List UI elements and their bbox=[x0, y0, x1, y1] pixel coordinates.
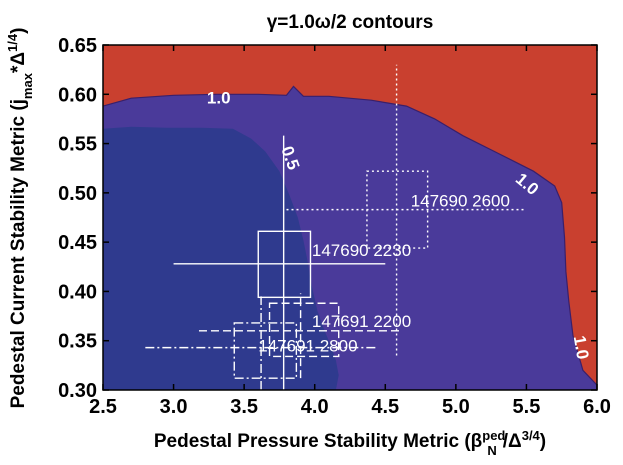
case-label: 147690 2230 bbox=[312, 241, 411, 260]
y-tick-label: 0.40 bbox=[58, 281, 97, 303]
case-marker bbox=[145, 296, 376, 390]
y-tick-label: 0.60 bbox=[58, 84, 97, 106]
stable-region bbox=[103, 126, 339, 390]
x-tick-label: 2.5 bbox=[89, 396, 117, 418]
y-tick-label: 0.35 bbox=[58, 331, 97, 353]
case-marker bbox=[286, 64, 527, 356]
x-axis-title: Pedestal Pressure Stability Metric (βped… bbox=[154, 428, 546, 458]
plot-frame bbox=[102, 44, 598, 391]
contour-line-1-0 bbox=[103, 85, 597, 386]
x-tick-label: 3.0 bbox=[160, 396, 188, 418]
x-tick-label: 3.5 bbox=[230, 396, 258, 418]
contour-level-label: 1.0 bbox=[207, 89, 231, 108]
chart-title: γ=1.0ω/2 contours bbox=[267, 12, 434, 33]
case-markers bbox=[145, 64, 527, 390]
plot-area: 147690 2600 147690 2230 147691 2200 147691 … bbox=[103, 45, 597, 390]
case-label: 147691 2800 bbox=[258, 337, 357, 356]
y-tick-label: 0.65 bbox=[58, 35, 97, 57]
case-marker bbox=[198, 293, 403, 379]
case-label: 147691 2200 bbox=[312, 312, 411, 331]
uncertainty-box bbox=[366, 170, 429, 249]
axis-ticks: 2.5 3.0 3.5 4.0 4.5 5.0 5.5 6.0 0.30 0.35 0.40 0.45… bbox=[58, 35, 611, 418]
y-tick-label: 0.50 bbox=[58, 183, 97, 205]
x-tick-label: 4.0 bbox=[301, 396, 329, 418]
x-tick-label: 4.5 bbox=[371, 396, 399, 418]
case-label: 147690 2600 bbox=[411, 192, 510, 211]
x-tick-label: 5.5 bbox=[513, 396, 541, 418]
x-tick-label: 5.0 bbox=[442, 396, 470, 418]
y-tick-label: 0.45 bbox=[58, 232, 97, 254]
y-tick-label: 0.55 bbox=[58, 134, 97, 156]
y-axis-title: Pedestal Current Stability Metric (jmax*… bbox=[5, 28, 35, 409]
contour-level-label: 1.0 bbox=[570, 334, 593, 361]
uncertainty-box bbox=[257, 230, 312, 299]
x-tick-label: 6.0 bbox=[583, 396, 611, 418]
uncertainty-box bbox=[268, 302, 340, 358]
y-tick-label: 0.30 bbox=[58, 380, 97, 402]
uncertainty-box bbox=[233, 322, 298, 379]
